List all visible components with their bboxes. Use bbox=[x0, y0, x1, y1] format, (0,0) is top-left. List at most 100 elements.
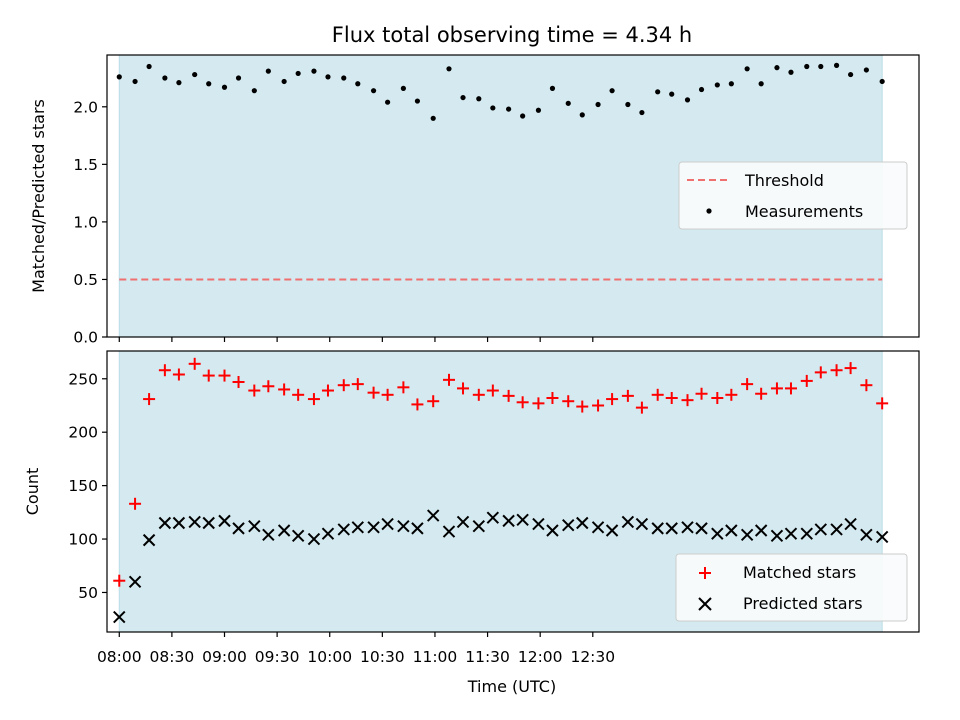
predicted-star-point bbox=[875, 530, 889, 544]
measurement-point bbox=[879, 78, 885, 85]
predicted-star-point bbox=[754, 524, 768, 537]
predicted-star-point bbox=[232, 522, 245, 535]
predicted-star-point bbox=[740, 528, 754, 541]
predicted-star-point bbox=[351, 521, 364, 534]
predicted-star-point bbox=[562, 518, 575, 532]
measurement-point bbox=[579, 112, 585, 118]
top-panel: Flux total observing time = 4.34 h 0.00.… bbox=[29, 23, 920, 347]
matched-star-point bbox=[442, 373, 455, 386]
y-tick-label: 250 bbox=[68, 370, 98, 388]
matched-star-point bbox=[202, 369, 215, 382]
predicted-star-point bbox=[651, 522, 664, 535]
measurement-point bbox=[669, 91, 675, 97]
matched-star-point bbox=[411, 398, 424, 411]
legend-threshold-label: Threshold bbox=[744, 171, 824, 190]
matched-star-point bbox=[741, 378, 754, 391]
x-tick-label: 11:30 bbox=[465, 648, 510, 666]
matched-star-point bbox=[562, 395, 575, 408]
predicted-star-point bbox=[426, 509, 440, 522]
matched-star-point bbox=[576, 400, 589, 413]
matched-star-point bbox=[381, 388, 394, 401]
predicted-star-point bbox=[113, 610, 126, 624]
matched-star-point bbox=[321, 384, 334, 397]
predicted-star-point bbox=[202, 516, 215, 530]
matched-star-point bbox=[606, 393, 619, 406]
matched-star-point bbox=[784, 382, 797, 395]
predicted-star-point bbox=[188, 515, 201, 529]
matched-star-point bbox=[143, 393, 156, 406]
x-tick-label: 09:00 bbox=[202, 648, 247, 666]
matched-star-point bbox=[113, 574, 126, 587]
y-tick-label: 0.0 bbox=[73, 329, 98, 347]
matched-star-point bbox=[830, 364, 843, 377]
matched-star-point bbox=[770, 382, 783, 395]
measurement-point bbox=[774, 65, 780, 71]
predicted-star-point bbox=[695, 522, 708, 535]
matched-star-point bbox=[532, 397, 545, 410]
matched-star-point bbox=[546, 392, 559, 405]
predicted-star-point bbox=[381, 517, 394, 531]
y-tick-label: 150 bbox=[68, 477, 98, 495]
measurement-point bbox=[758, 81, 764, 87]
matched-star-point bbox=[755, 387, 768, 400]
measurement-point bbox=[848, 71, 854, 78]
matched-star-point bbox=[307, 393, 320, 406]
measurement-point bbox=[235, 75, 242, 81]
matched-star-point bbox=[800, 374, 813, 387]
y-tick-label: 1.0 bbox=[73, 213, 98, 231]
predicted-star-point bbox=[665, 522, 678, 535]
measurement-point bbox=[295, 70, 301, 77]
predicted-star-point bbox=[725, 524, 738, 537]
measurement-point bbox=[609, 88, 615, 94]
predicted-star-point bbox=[218, 514, 231, 528]
predicted-star-point bbox=[486, 511, 500, 524]
matched-star-point bbox=[232, 375, 245, 388]
matched-star-point bbox=[248, 384, 261, 397]
predicted-star-point bbox=[784, 527, 798, 540]
predicted-star-point bbox=[844, 517, 857, 531]
matched-star-point bbox=[725, 388, 738, 401]
measurement-point bbox=[520, 113, 526, 119]
bottom-y-axis-label: Count bbox=[23, 468, 42, 516]
matched-star-point bbox=[158, 364, 171, 377]
measurement-point bbox=[788, 69, 794, 75]
matched-star-point bbox=[502, 389, 515, 402]
bottom-axes-frame bbox=[106, 350, 920, 633]
measurement-point bbox=[400, 85, 406, 91]
predicted-star-point bbox=[605, 524, 619, 537]
predicted-star-point bbox=[411, 522, 424, 535]
predicted-star-point bbox=[711, 527, 724, 540]
legend-measurements-label: Measurements bbox=[745, 202, 863, 221]
legend-predicted-swatch bbox=[698, 597, 712, 611]
y-tick-label: 2.0 bbox=[73, 98, 98, 116]
measurement-point bbox=[311, 68, 317, 74]
predicted-star-point bbox=[442, 525, 456, 538]
measurement-point bbox=[460, 94, 466, 101]
x-tick-label: 12:00 bbox=[518, 648, 563, 666]
predicted-star-point bbox=[397, 520, 410, 533]
measurement-point bbox=[655, 89, 661, 95]
predicted-star-point bbox=[532, 517, 545, 531]
matched-star-point bbox=[188, 357, 201, 370]
measurement-point bbox=[385, 99, 391, 105]
legend-matched-swatch bbox=[699, 567, 711, 579]
y-tick-label: 0.5 bbox=[73, 271, 98, 289]
measurement-point bbox=[595, 101, 601, 108]
measurement-point bbox=[565, 100, 571, 106]
predicted-star-point bbox=[621, 515, 635, 529]
top-x-ticks bbox=[118, 337, 594, 342]
matched-star-point bbox=[367, 386, 380, 399]
predicted-star-point bbox=[800, 527, 813, 540]
bottom-legend-box bbox=[675, 553, 908, 622]
top-legend: Threshold Measurements bbox=[678, 161, 908, 230]
top-axes-frame bbox=[106, 54, 920, 338]
predicted-star-point bbox=[591, 521, 605, 534]
matched-star-point bbox=[262, 380, 275, 393]
matched-star-point bbox=[844, 362, 857, 375]
y-tick-label: 1.5 bbox=[73, 156, 98, 174]
measurement-point bbox=[490, 105, 496, 111]
measurement-point bbox=[430, 115, 436, 121]
matched-star-point bbox=[695, 387, 708, 400]
predicted-star-point bbox=[770, 529, 784, 543]
